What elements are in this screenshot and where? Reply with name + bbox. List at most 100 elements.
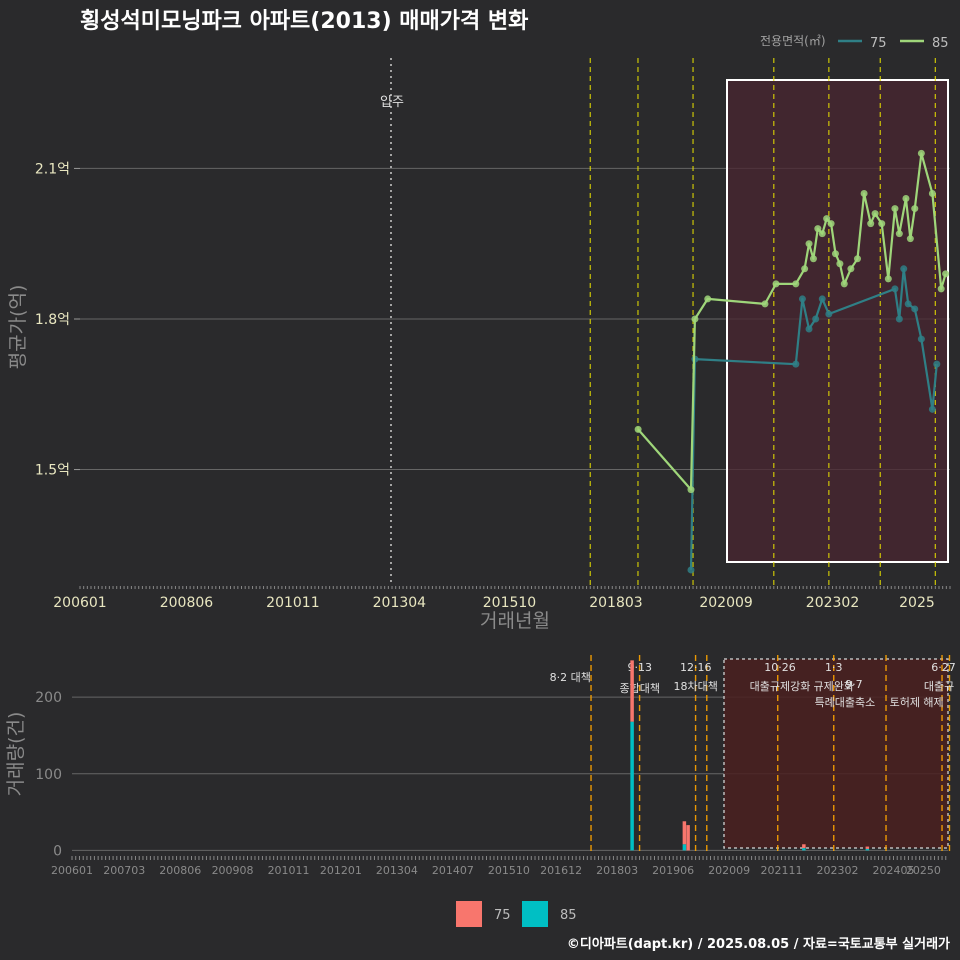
volume-bars	[630, 660, 870, 851]
volume-panel: 8·2 대책9·13종합대책12·1618차대책10·26대출규제강화1·3규제…	[5, 655, 956, 877]
series-point-85	[906, 235, 914, 243]
policy-annotation-11: 6·27	[931, 661, 956, 674]
series-point-85	[691, 315, 699, 323]
series-point-85	[891, 205, 899, 213]
legend-label-85: 85	[932, 36, 949, 51]
series-point-85	[942, 270, 950, 278]
series-point-75	[687, 566, 695, 574]
policy-annotation-4: 18차대책	[674, 680, 718, 693]
series-point-85	[831, 250, 839, 258]
volume-xtick-label-7: 201407	[432, 864, 474, 877]
volume-bar-85	[682, 844, 687, 851]
series-point-75	[825, 310, 833, 318]
price-xtick-label-8: 2025	[899, 595, 935, 611]
volume-xtick-label-12: 202009	[708, 864, 750, 877]
price-y-axis: 1.5억 1.8억 2.1억	[35, 161, 80, 479]
series-point-75	[911, 305, 919, 313]
series-point-85	[895, 230, 903, 238]
volume-xtick-label-14: 202302	[816, 864, 858, 877]
price-panel: 입주 200601 200806 201011 201304 201510 201803 2…	[7, 58, 951, 632]
series-point-75	[933, 360, 941, 368]
series-point-75	[792, 360, 800, 368]
volume-ytick-label-2: 200	[35, 690, 62, 706]
volume-bar-75	[686, 825, 690, 851]
volume-ytick-label-0: 0	[53, 843, 62, 859]
volume-bar-85	[865, 848, 870, 851]
series-point-75	[895, 315, 903, 323]
series-point-85	[847, 265, 855, 273]
series-point-85	[772, 280, 780, 288]
chart-title: 횡성석미모닝파크 아파트(2013) 매매가격 변화	[80, 9, 528, 34]
price-xtick-label-6: 202009	[699, 595, 752, 611]
series-point-85	[805, 240, 813, 248]
bottom-legend: 75 85	[456, 901, 577, 927]
series-line-75	[689, 267, 938, 570]
legend-title: 전용면적(㎡)	[760, 34, 826, 48]
highlight-region-box	[726, 79, 949, 563]
volume-highlight-region	[723, 658, 949, 849]
volume-xtick-label-10: 201803	[596, 864, 638, 877]
series-point-85	[871, 210, 879, 218]
volume-bar-75	[802, 844, 806, 849]
price-ytick-label-1: 1.8억	[35, 312, 70, 328]
source-caption: ©디아파트(dapt.kr) / 2025.08.05 / 자료=국토교통부 실…	[567, 936, 950, 952]
bottom-legend-label-85: 85	[560, 908, 577, 923]
policy-annotation-6: 대출규제강화	[750, 680, 811, 693]
series-point-85	[867, 220, 875, 228]
policy-annotation-9: 9·7	[845, 678, 863, 691]
series-point-85	[937, 285, 945, 293]
volume-bar-85	[802, 848, 806, 851]
series-point-75	[900, 265, 908, 273]
legend-fill-85	[522, 901, 548, 927]
series-point-75	[928, 405, 936, 413]
series-point-85	[836, 260, 844, 268]
volume-xtick-label-6: 201304	[376, 864, 418, 877]
volume-xtick-label-2: 200806	[159, 864, 201, 877]
series-point-75	[904, 300, 912, 308]
series-point-85	[878, 220, 886, 228]
policy-annotation-8: 규제완화	[813, 680, 853, 693]
series-point-75	[798, 295, 806, 303]
policy-annotation-7: 1·3	[825, 661, 843, 674]
volume-xtick-label-11: 201906	[652, 864, 694, 877]
top-legend: 전용면적(㎡) 75 85	[760, 34, 949, 51]
series-point-85	[634, 425, 642, 433]
volume-xtick-label-9: 201612	[540, 864, 582, 877]
price-xtick-label-5: 201803	[589, 595, 642, 611]
series-point-85	[814, 225, 822, 233]
policy-annotation-13: 토허제 해제	[890, 695, 944, 709]
volume-ytick-label-1: 100	[35, 767, 62, 783]
policy-annotation-10: 특례대출축소	[815, 696, 876, 709]
series-point-85	[687, 486, 695, 494]
series-point-85	[704, 295, 712, 303]
series-point-85	[928, 190, 936, 198]
series-point-75	[891, 285, 899, 293]
series-point-85	[902, 195, 910, 203]
series-point-85	[884, 275, 892, 283]
price-ytick-label-2: 2.1억	[35, 161, 70, 177]
volume-xtick-label-16: 20250	[906, 864, 941, 877]
volume-y-axis-title: 거래량(건)	[5, 712, 27, 797]
price-xtick-label-2: 201011	[266, 595, 319, 611]
volume-xtick-label-3: 200908	[212, 864, 254, 877]
price-x-axis: 200601 200806 201011 201304 201510 201803 2020…	[53, 586, 951, 611]
price-xtick-label-0: 200601	[53, 595, 106, 611]
price-series	[634, 149, 950, 574]
volume-y-axis: 0 100 200	[35, 690, 62, 859]
series-point-85	[792, 280, 800, 288]
price-xtick-label-7: 202302	[806, 595, 859, 611]
policy-annotation-12: 대출규	[924, 680, 954, 693]
policy-annotations: 8·2 대책9·13종합대책12·1618차대책10·26대출규제강화1·3규제…	[550, 661, 956, 709]
price-xtick-label-1: 200806	[160, 595, 214, 611]
series-point-75	[818, 295, 826, 303]
price-xtick-label-3: 201304	[373, 595, 427, 611]
volume-xtick-label-5: 201201	[320, 864, 362, 877]
series-point-85	[801, 265, 809, 273]
volume-xtick-label-13: 202111	[760, 864, 802, 877]
price-ytick-label-0: 1.5억	[35, 463, 70, 479]
volume-x-axis: 200601 200703 200806 200908 201011 201201 2013…	[51, 856, 947, 877]
series-point-85	[917, 149, 925, 157]
series-point-75	[805, 325, 813, 333]
series-point-85	[818, 230, 826, 238]
